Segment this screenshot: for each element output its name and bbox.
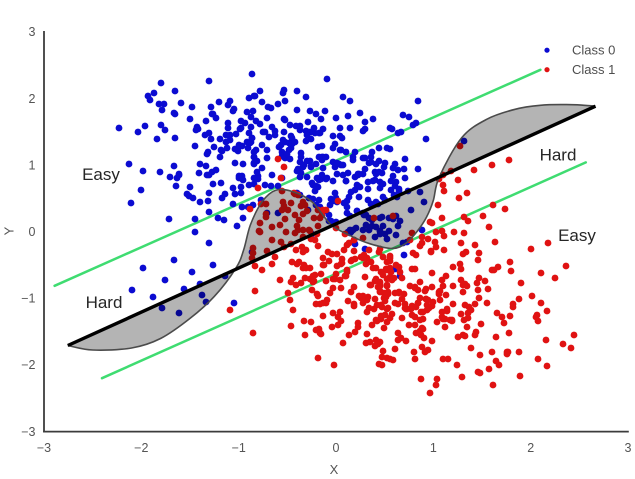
svg-text:Class 1: Class 1 [572,62,615,77]
svg-text:0: 0 [333,441,340,455]
svg-text:−2: −2 [134,441,148,455]
svg-text:Hard: Hard [540,146,577,165]
svg-text:Hard: Hard [86,293,123,312]
svg-text:−3: −3 [21,425,35,439]
svg-text:Y: Y [2,226,17,235]
svg-text:−3: −3 [37,441,51,455]
svg-text:0: 0 [29,225,36,239]
svg-text:−2: −2 [21,358,35,372]
svg-text:−1: −1 [232,441,246,455]
svg-text:Easy: Easy [558,226,596,245]
svg-text:X: X [330,462,339,477]
svg-text:−1: −1 [21,292,35,306]
svg-text:1: 1 [29,158,36,172]
svg-text:Class 0: Class 0 [572,43,615,58]
svg-text:3: 3 [29,25,36,39]
svg-text:1: 1 [430,441,437,455]
svg-text:2: 2 [527,441,534,455]
svg-text:2: 2 [29,92,36,106]
svg-text:3: 3 [625,441,632,455]
svg-text:Easy: Easy [82,165,120,184]
